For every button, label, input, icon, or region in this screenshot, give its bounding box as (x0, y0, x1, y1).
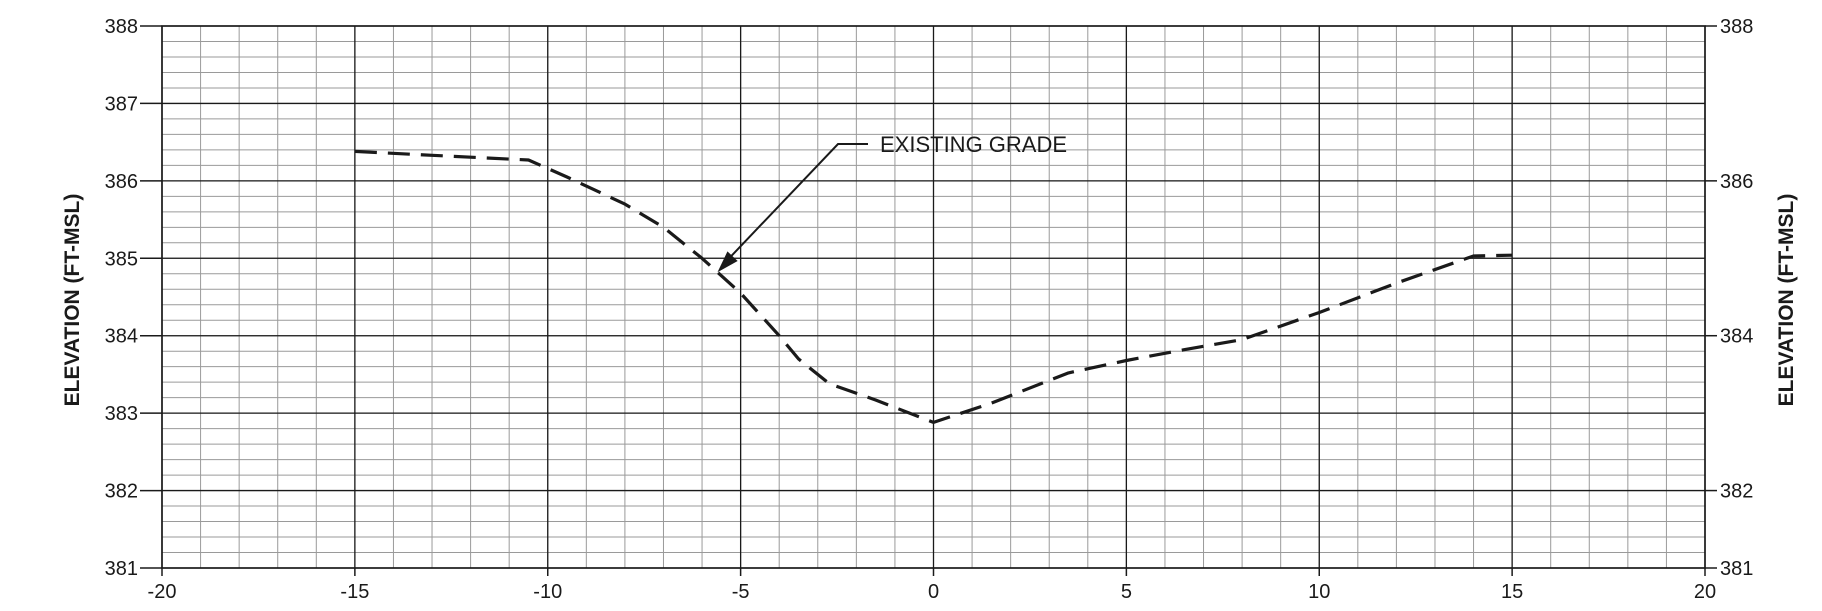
x-tick-label: -5 (732, 581, 750, 603)
x-tick-label: -20 (148, 581, 177, 603)
y-tick-label-left: 384 (105, 326, 138, 348)
y-tick-label-right: 384 (1720, 326, 1753, 348)
y-tick-label-left: 382 (105, 481, 138, 503)
x-tick-label: -10 (533, 581, 562, 603)
series-layer (354, 149, 1513, 424)
y-tick-labels-right: 381 382 384 386 388 (1720, 16, 1753, 580)
x-tick-label: -15 (340, 581, 369, 603)
x-tick-label: 5 (1121, 581, 1132, 603)
y-tick-label-left: 383 (105, 403, 138, 425)
y-axis-title-right: ELEVATION (FT-MSL) (1775, 194, 1798, 407)
y-tick-label-left: 381 (105, 558, 138, 580)
annotation-callout: EXISTING GRADE (717, 132, 1067, 273)
x-tick-label: 10 (1308, 581, 1330, 603)
x-tick-labels: -20 -15 -10 -5 0 5 10 15 20 (148, 581, 1717, 603)
tick-marks (140, 25, 1717, 576)
y-tick-label-left: 386 (105, 171, 138, 193)
y-tick-label-right: 388 (1720, 16, 1753, 38)
y-tick-label-right: 382 (1720, 481, 1753, 503)
annotation-label-existing-grade: EXISTING GRADE (880, 132, 1067, 157)
x-tick-label: 0 (928, 581, 939, 603)
y-tick-labels-left: 381 382 383 384 385 386 387 388 (105, 16, 138, 580)
x-tick-label: 20 (1694, 581, 1716, 603)
y-tick-label-right: 386 (1720, 171, 1753, 193)
callout-leader-line (722, 143, 868, 265)
series-line-existing-grade (354, 149, 1513, 424)
x-tick-label: 15 (1501, 581, 1523, 603)
y-tick-label-left: 385 (105, 248, 138, 270)
y-tick-label-left: 388 (105, 16, 138, 38)
y-tick-label-left: 387 (105, 93, 138, 115)
y-axis-title-left: ELEVATION (FT-MSL) (61, 194, 84, 407)
y-tick-label-right: 381 (1720, 558, 1753, 580)
callout-arrowhead (717, 251, 738, 273)
